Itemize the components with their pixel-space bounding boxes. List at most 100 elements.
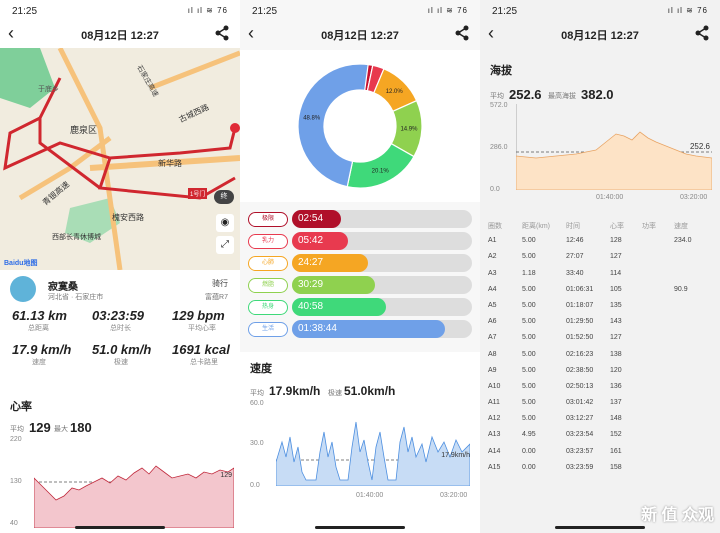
- table-row[interactable]: A14 0.00 03:23:57 161: [488, 445, 712, 461]
- table-row[interactable]: A4 5.00 01:06:31 105 90.9: [488, 283, 712, 299]
- route-map[interactable]: 于底乡 鹿泉区 石家庄高速 古城西路 新华路 青银高速 槐安西路 西部长青休博城…: [0, 48, 240, 270]
- speed-title: 速度: [250, 363, 272, 375]
- page-title: 08月12日 12:27: [81, 30, 159, 42]
- panel-map-summary: 21:25 ıl ıl ≋ 76 ‹ 08月12日 12:27 于底乡 鹿泉区 …: [0, 0, 240, 533]
- status-time: 21:25: [252, 6, 278, 17]
- heart-zone-donut[interactable]: 12.0% 14.9% 20.1% 48.8%: [290, 56, 430, 196]
- home-indicator[interactable]: [555, 526, 645, 529]
- stat-label: 极速: [114, 359, 128, 366]
- donut-slice[interactable]: [297, 63, 369, 188]
- zone-bar: 30:29: [292, 276, 375, 294]
- stat-label: 总卡路里: [190, 359, 218, 366]
- stat-max-speed: 51.0 km/h 极速: [92, 342, 162, 367]
- table-cell: A3: [488, 269, 497, 277]
- back-icon[interactable]: ‹: [488, 23, 494, 43]
- table-row[interactable]: A7 5.00 01:52:50 127: [488, 331, 712, 347]
- heart-ytick: 220: [10, 436, 22, 443]
- table-cell: 161: [610, 447, 622, 455]
- altitude-chart[interactable]: [516, 104, 712, 190]
- table-row[interactable]: A10 5.00 02:50:13 136: [488, 380, 712, 396]
- table-row[interactable]: A9 5.00 02:38:50 120: [488, 364, 712, 380]
- table-cell: 152: [610, 431, 622, 439]
- column-header: 功率: [642, 223, 656, 230]
- fullscreen-icon[interactable]: ⤢: [216, 236, 234, 254]
- home-indicator[interactable]: [315, 526, 405, 529]
- table-row[interactable]: A15 0.00 03:23:59 158: [488, 461, 712, 477]
- table-cell: 5.00: [522, 237, 536, 245]
- user-location: 河北省 · 石家庄市: [48, 294, 104, 301]
- table-cell: 0.00: [522, 463, 536, 471]
- header: ‹ 08月12日 12:27: [480, 22, 720, 48]
- table-row[interactable]: A2 5.00 27:07 127: [488, 250, 712, 266]
- zone-name: 生活: [248, 322, 288, 337]
- speed-xtick: 01:40:00: [356, 492, 384, 499]
- table-cell: 5.00: [522, 301, 536, 309]
- zone-name: 燃脂: [248, 278, 288, 293]
- zone-track: 24:27: [292, 254, 472, 272]
- donut-label: 48.8%: [303, 116, 321, 122]
- table-cell: 5.00: [522, 382, 536, 390]
- table-cell: 03:12:27: [566, 415, 594, 423]
- speed-max-label: 极速: [328, 390, 342, 397]
- table-row[interactable]: A3 1.18 33:40 114: [488, 267, 712, 283]
- zone-name: 热身: [248, 300, 288, 315]
- share-icon[interactable]: [214, 25, 230, 41]
- speed-ytick: 30.0: [250, 440, 264, 447]
- table-cell: A12: [488, 415, 501, 423]
- table-cell: 0.00: [522, 447, 536, 455]
- map-end-marker[interactable]: 终: [214, 190, 234, 204]
- table-cell: 01:52:50: [566, 334, 594, 342]
- table-row[interactable]: A6 5.00 01:29:50 143: [488, 315, 712, 331]
- table-cell: 03:23:54: [566, 431, 594, 439]
- location-icon[interactable]: ◉: [216, 214, 234, 232]
- column-header: 时间: [566, 223, 580, 230]
- table-row[interactable]: A8 5.00 02:16:23 138: [488, 348, 712, 364]
- table-cell: 5.00: [522, 285, 536, 293]
- status-icons: ıl ıl ≋ 76: [667, 6, 708, 15]
- stat-value: 51.0 km/h: [92, 342, 152, 357]
- watermark: 新 值 众观: [641, 507, 714, 524]
- back-icon[interactable]: ‹: [8, 23, 14, 43]
- table-row[interactable]: A11 5.00 03:01:42 137: [488, 396, 712, 412]
- speed-avg-label: 平均: [250, 390, 264, 397]
- stat-label: 总时长: [110, 325, 131, 332]
- share-icon[interactable]: [454, 25, 470, 41]
- back-icon[interactable]: ‹: [248, 23, 254, 43]
- table-row[interactable]: A5 5.00 01:18:07 135: [488, 299, 712, 315]
- map-label-place: 于底乡: [38, 86, 59, 93]
- table-cell: 5.00: [522, 318, 536, 326]
- table-cell: A13: [488, 431, 501, 439]
- map-label-road-3: 新华路: [158, 159, 182, 168]
- heart-avg-marker: 129: [220, 472, 232, 479]
- speed-ytick: 0.0: [250, 482, 260, 489]
- table-row[interactable]: A1 5.00 12:46 128 234.0: [488, 234, 712, 250]
- share-icon[interactable]: [694, 25, 710, 41]
- table-cell: 02:50:13: [566, 382, 594, 390]
- heart-title: 心率: [10, 401, 32, 413]
- altitude-max: 382.0: [581, 87, 614, 102]
- donut-slice[interactable]: [346, 142, 415, 189]
- avatar[interactable]: [10, 276, 36, 302]
- zone-track: 30:29: [292, 276, 472, 294]
- speed-section: 速度 平均 17.9km/h 极速 51.0km/h 60.0 30.0 0.0…: [240, 352, 480, 533]
- table-cell: 01:18:07: [566, 301, 594, 309]
- table-cell: 143: [610, 318, 622, 326]
- table-cell: 02:16:23: [566, 350, 594, 358]
- zone-bar: 01:38:44: [292, 320, 445, 338]
- altitude-xtick: 01:40:00: [596, 194, 624, 201]
- table-cell: 148: [610, 415, 622, 423]
- table-row[interactable]: A13 4.95 03:23:54 152: [488, 428, 712, 444]
- home-indicator[interactable]: [75, 526, 165, 529]
- status-bar: 21:25 ıl ıl ≋ 76: [0, 0, 240, 22]
- table-cell: 12:46: [566, 237, 584, 245]
- table-cell: 114: [610, 269, 622, 277]
- heart-chart[interactable]: [34, 438, 234, 528]
- table-cell: 33:40: [566, 269, 584, 277]
- zone-track: 02:54: [292, 210, 472, 228]
- device-name: 富蕴R7: [205, 294, 228, 301]
- table-cell: A8: [488, 350, 497, 358]
- speed-chart[interactable]: [276, 402, 470, 486]
- table-cell: 01:29:50: [566, 318, 594, 326]
- table-row[interactable]: A12 5.00 03:12:27 148: [488, 412, 712, 428]
- table-cell: 137: [610, 399, 622, 407]
